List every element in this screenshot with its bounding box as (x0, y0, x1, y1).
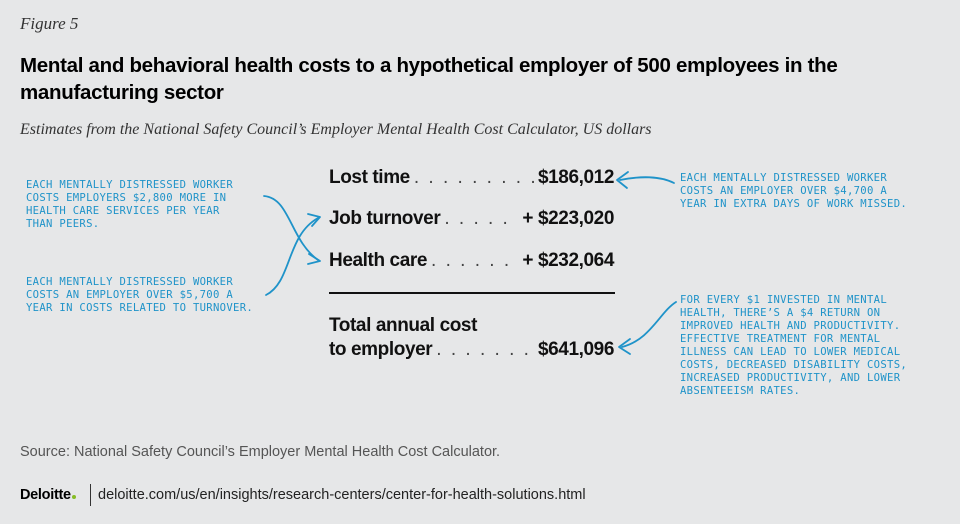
investment-note: For every $1 invested in mental health, … (680, 294, 908, 397)
figure-title: Mental and behavioral health costs to a … (20, 54, 838, 104)
deloitte-logo: Deloitte (20, 487, 76, 503)
figure-subtitle: Estimates from the National Safety Counc… (20, 121, 652, 138)
footer-divider (90, 484, 91, 506)
total-value: $641,096 (537, 339, 614, 360)
source-note: Source: National Safety Council’s Employ… (20, 444, 501, 460)
lost-time-note: Each mentally distressed worker costs an… (680, 172, 908, 210)
total-label-line2: to employer (329, 339, 433, 360)
health-care-value: + $232,064 (522, 250, 614, 271)
lost-time-label: Lost time (329, 167, 410, 188)
lost-time-value: $186,012 (537, 167, 614, 188)
total-divider (329, 292, 615, 294)
turnover-arrow (265, 217, 319, 296)
health-care-note: Each mentally distressed worker costs em… (26, 179, 234, 230)
total-label-line1: Total annual cost (329, 315, 478, 336)
turnover-note: Each mentally distressed worker costs an… (26, 276, 254, 314)
turnover-arrowhead (307, 213, 321, 227)
footer-url[interactable]: deloitte.com/us/en/insights/research-cen… (98, 487, 586, 503)
health-care-arrowhead (307, 253, 321, 265)
lost-time-arrow (619, 176, 675, 184)
brand-dot (71, 495, 76, 499)
investment-arrowhead (618, 338, 631, 355)
lost-time-row: Lost time $186,012 (329, 167, 614, 189)
brand-name: Deloitte (20, 487, 71, 503)
lost-time-arrowhead (616, 171, 629, 189)
investment-arrow (621, 301, 677, 348)
job-turnover-value: + $223,020 (522, 208, 614, 229)
total-row: to employer $641,096 (329, 339, 614, 361)
health-care-label: Health care (329, 250, 428, 271)
health-care-arrow (263, 195, 319, 261)
figure-label: Figure 5 (20, 14, 79, 33)
job-turnover-row: Job turnover + $223,020 (329, 208, 614, 230)
job-turnover-label: Job turnover (329, 208, 441, 229)
health-care-row: Health care + $232,064 (329, 250, 614, 272)
